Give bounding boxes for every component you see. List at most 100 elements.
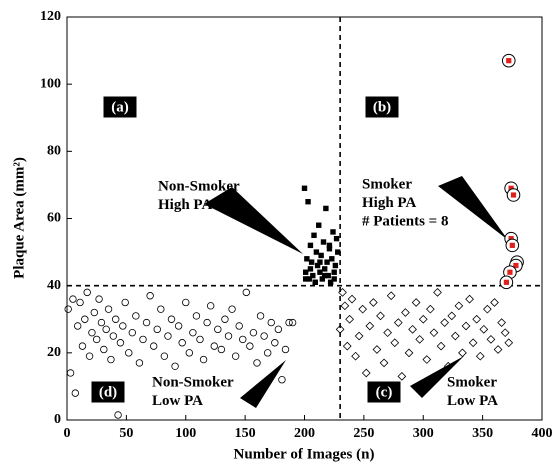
- point: [486, 335, 496, 344]
- point: [327, 279, 334, 286]
- point: [468, 338, 478, 348]
- point: [76, 298, 84, 307]
- point: [249, 328, 258, 337]
- point: [379, 358, 389, 368]
- point: [210, 342, 218, 350]
- point: [274, 325, 283, 334]
- point: [321, 266, 328, 272]
- point: [228, 305, 236, 313]
- panel-badge: [364, 95, 400, 119]
- point: [347, 294, 357, 304]
- y-axis-label: Plaque Area (mm²): [11, 157, 27, 279]
- point: [386, 291, 396, 301]
- panel-badge: [90, 380, 126, 404]
- point: [260, 332, 268, 340]
- arrow: [410, 356, 464, 398]
- point: [493, 345, 503, 354]
- point: [308, 259, 315, 265]
- x-axis-label: Number of Images (n): [234, 446, 375, 462]
- point: [235, 322, 243, 330]
- point: [426, 304, 435, 314]
- point: [239, 335, 247, 344]
- x-tick-label: 300: [413, 426, 434, 441]
- point: [97, 318, 106, 327]
- point: [397, 371, 407, 381]
- point: [139, 335, 147, 344]
- point: [71, 389, 80, 397]
- x-tick-label: 50: [119, 426, 133, 441]
- point: [330, 229, 336, 235]
- y-tick-label: 120: [40, 9, 61, 24]
- point: [401, 308, 410, 317]
- point: [73, 322, 82, 330]
- point: [128, 328, 137, 337]
- point: [331, 276, 337, 282]
- panel-label: (a): [111, 99, 129, 115]
- point: [199, 355, 208, 364]
- point: [369, 298, 378, 307]
- point: [153, 325, 161, 334]
- point: [475, 351, 485, 361]
- point: [83, 288, 91, 297]
- x-tick-label: 100: [175, 426, 196, 441]
- point: [217, 345, 226, 354]
- point: [160, 352, 169, 360]
- point: [326, 246, 333, 252]
- point: [182, 298, 190, 307]
- point: [313, 249, 320, 255]
- point: [365, 321, 375, 331]
- point: [192, 312, 201, 320]
- point: [390, 338, 400, 348]
- point: [281, 345, 290, 354]
- point: [69, 295, 77, 303]
- point: [167, 315, 176, 323]
- point: [285, 318, 293, 327]
- point: [111, 315, 120, 323]
- point: [383, 328, 392, 338]
- point: [102, 325, 110, 334]
- point: [393, 318, 403, 327]
- annotation: Low PA: [152, 393, 203, 409]
- annotation: Smoker: [447, 374, 497, 390]
- point: [206, 302, 215, 310]
- point: [221, 315, 229, 323]
- point: [107, 355, 115, 364]
- point: [189, 328, 197, 337]
- arrow: [240, 360, 286, 408]
- point: [271, 339, 279, 347]
- point: [332, 262, 339, 269]
- x-tick-label: 150: [235, 426, 256, 441]
- point: [224, 332, 233, 340]
- point: [317, 269, 323, 275]
- point: [142, 318, 151, 327]
- point: [508, 236, 514, 242]
- point: [302, 276, 309, 282]
- point: [125, 349, 133, 357]
- point: [288, 318, 297, 327]
- point: [256, 312, 265, 320]
- point: [135, 359, 144, 367]
- point: [316, 222, 322, 228]
- point: [351, 351, 360, 361]
- point: [267, 318, 275, 327]
- x-tick-label: 400: [532, 426, 553, 441]
- panel-label: (d): [99, 384, 117, 400]
- arrow: [438, 176, 508, 240]
- point: [326, 242, 333, 249]
- point: [506, 58, 512, 64]
- point: [317, 259, 323, 265]
- point: [263, 349, 272, 357]
- x-tick-label: 350: [472, 426, 493, 441]
- annotation: Smoker: [362, 176, 412, 192]
- point: [324, 259, 330, 265]
- point: [510, 192, 517, 198]
- point: [429, 328, 439, 338]
- point: [81, 315, 89, 323]
- point: [422, 355, 432, 364]
- point: [358, 304, 368, 314]
- point: [503, 279, 509, 285]
- point: [78, 342, 87, 350]
- point: [450, 331, 460, 341]
- point: [408, 324, 417, 334]
